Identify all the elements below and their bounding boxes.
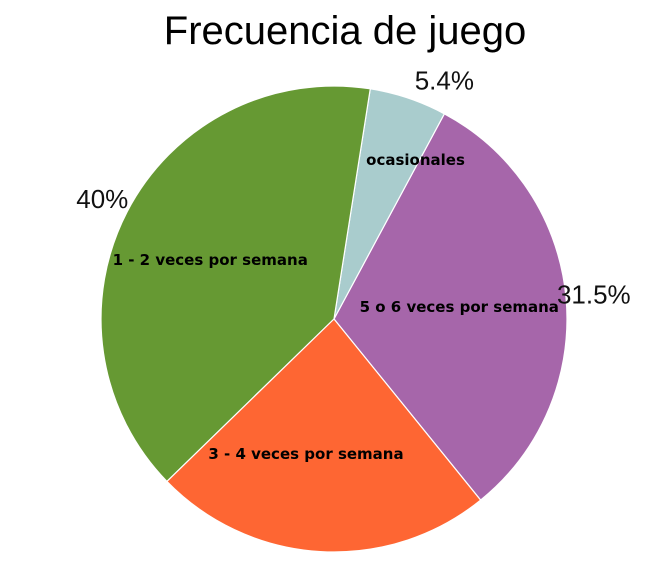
slice-label-3-4-veces-por-semana: 3 - 4 veces por semana [208,445,403,463]
pie-slices [100,85,568,553]
slice-percent-ocasionales: 5.4% [415,66,474,96]
slice-percent-3-4-veces-por-semana: 23.7% [256,567,330,569]
slice-percent-5-o-6-veces-por-semana: 31.5% [557,280,631,310]
pie-slice-1-2-veces-por-semana [100,85,371,483]
pie-slice-5-o-6-veces-por-semana [333,112,568,501]
chart-title: Frecuencia de juego [164,9,526,53]
slice-label-5-o-6-veces-por-semana: 5 o 6 veces por semana [360,298,559,316]
slice-percent-1-2-veces-por-semana: 40% [76,184,128,214]
slice-label-ocasionales: ocasionales [366,151,465,169]
pie-slice-3-4-veces-por-semana [166,318,482,553]
slice-label-1-2-veces-por-semana: 1 - 2 veces por semana [113,251,308,269]
